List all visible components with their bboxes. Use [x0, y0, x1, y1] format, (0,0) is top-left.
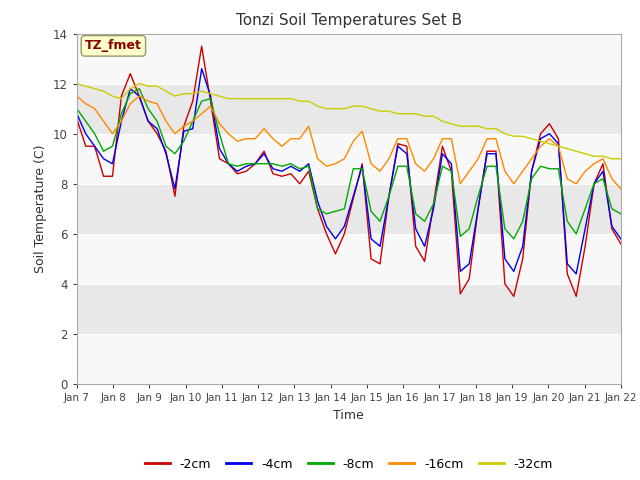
Line: -4cm: -4cm: [77, 69, 621, 274]
Title: Tonzi Soil Temperatures Set B: Tonzi Soil Temperatures Set B: [236, 13, 462, 28]
-2cm: [73, 116, 81, 121]
Bar: [77, 334, 621, 384]
-32cm: [608, 156, 616, 162]
-2cm: [225, 161, 232, 167]
-32cm: [73, 81, 81, 86]
-8cm: [412, 211, 420, 216]
-4cm: [554, 141, 562, 146]
Bar: [77, 84, 621, 134]
-4cm: [180, 128, 188, 134]
-32cm: [546, 141, 554, 146]
-16cm: [73, 93, 81, 99]
-8cm: [510, 236, 518, 242]
-4cm: [572, 271, 580, 277]
-8cm: [349, 166, 357, 172]
-32cm: [617, 156, 625, 162]
Bar: [77, 234, 621, 284]
-16cm: [617, 186, 625, 192]
-8cm: [617, 211, 625, 216]
-16cm: [403, 136, 411, 142]
-8cm: [189, 119, 196, 124]
-2cm: [198, 43, 205, 49]
-16cm: [180, 123, 188, 129]
-32cm: [118, 96, 125, 102]
Legend: -2cm, -4cm, -8cm, -16cm, -32cm: -2cm, -4cm, -8cm, -16cm, -32cm: [140, 453, 558, 476]
Line: -16cm: -16cm: [77, 96, 621, 189]
X-axis label: Time: Time: [333, 408, 364, 421]
Line: -2cm: -2cm: [77, 46, 621, 296]
Y-axis label: Soil Temperature (C): Soil Temperature (C): [34, 144, 47, 273]
Bar: [77, 284, 621, 334]
-4cm: [349, 193, 357, 199]
-2cm: [617, 241, 625, 247]
-32cm: [403, 111, 411, 117]
-4cm: [118, 119, 125, 124]
-4cm: [225, 161, 232, 167]
-4cm: [617, 236, 625, 242]
-2cm: [118, 93, 125, 99]
-2cm: [412, 243, 420, 249]
Bar: [77, 184, 621, 234]
Text: TZ_fmet: TZ_fmet: [85, 39, 142, 52]
-8cm: [563, 218, 571, 224]
-4cm: [412, 226, 420, 232]
Line: -8cm: -8cm: [77, 89, 621, 239]
-2cm: [349, 196, 357, 202]
-16cm: [118, 119, 125, 124]
-32cm: [180, 91, 188, 96]
-8cm: [118, 111, 125, 117]
-16cm: [216, 121, 223, 127]
-4cm: [198, 66, 205, 72]
-4cm: [73, 111, 81, 117]
Bar: [77, 134, 621, 184]
-2cm: [563, 271, 571, 277]
-16cm: [608, 176, 616, 181]
-2cm: [510, 293, 518, 300]
-32cm: [216, 93, 223, 99]
-8cm: [225, 161, 232, 167]
-2cm: [180, 123, 188, 129]
-32cm: [340, 106, 348, 111]
-16cm: [546, 136, 554, 142]
Line: -32cm: -32cm: [77, 84, 621, 159]
-8cm: [136, 86, 143, 92]
-8cm: [73, 106, 81, 111]
Bar: [77, 34, 621, 84]
